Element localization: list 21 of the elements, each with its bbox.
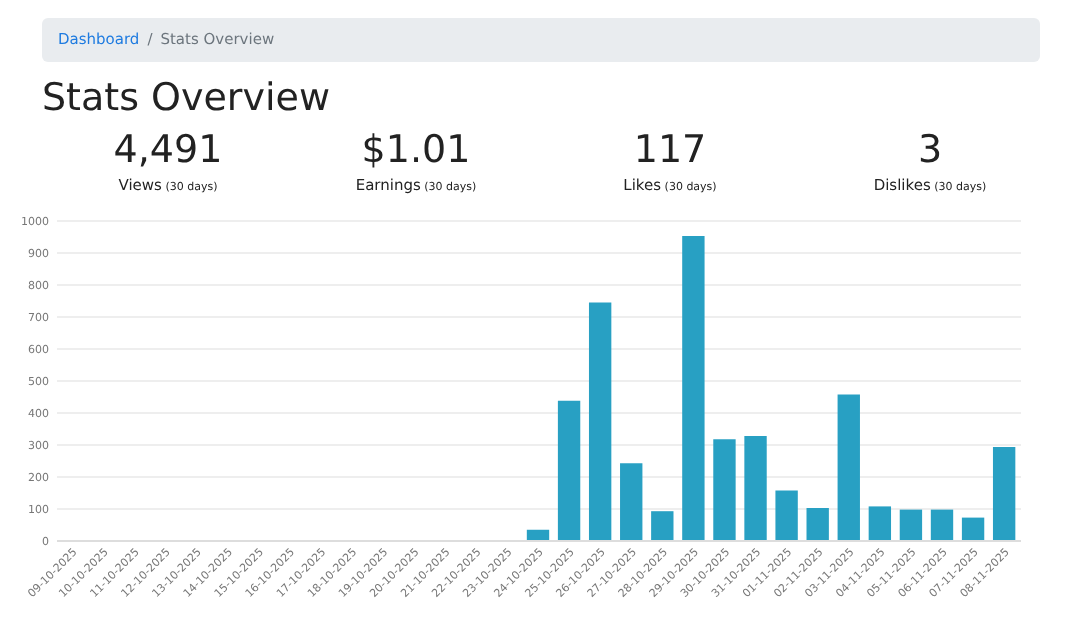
bar — [713, 439, 736, 540]
bar — [992, 446, 1016, 540]
bar — [961, 517, 985, 540]
bar — [526, 529, 550, 540]
bar — [682, 236, 705, 540]
text: 3 — [915, 126, 945, 176]
bar — [620, 463, 643, 540]
chart-title: Stats Overview — [42, 76, 330, 120]
bar — [744, 436, 767, 540]
text: 117 — [631, 126, 709, 176]
text: 4,491 — [111, 126, 225, 176]
bar — [930, 509, 954, 540]
bar — [837, 394, 860, 540]
bar — [651, 511, 674, 540]
bar — [775, 490, 798, 540]
bar — [588, 302, 612, 540]
bar — [868, 506, 892, 540]
bar — [899, 509, 923, 540]
bar — [557, 400, 581, 540]
bar — [806, 508, 829, 540]
text: $1.01 — [359, 126, 473, 176]
